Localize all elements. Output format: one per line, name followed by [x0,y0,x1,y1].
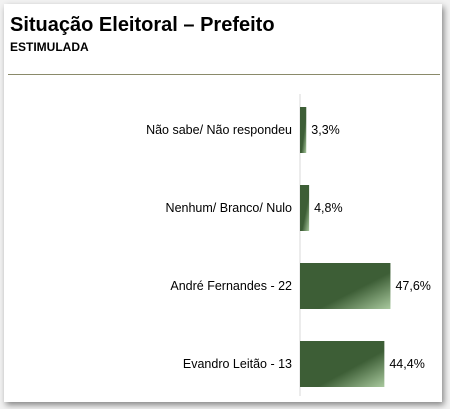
category-label-2: Nenhum/ Branco/ Nulo [166,201,293,215]
bar-1 [300,107,307,153]
category-label-1: Não sabe/ Não respondeu [146,123,292,137]
chart-card: Situação Eleitoral – Prefeito ESTIMULADA… [4,4,442,402]
bar-2 [300,185,310,231]
value-label-3: 47,6% [395,279,430,293]
category-label-3: André Fernandes - 22 [170,279,292,293]
value-label-4: 44,4% [389,357,424,371]
bar-4 [300,341,385,387]
value-label-1: 3,3% [311,123,340,137]
page-title: Situação Eleitoral – Prefeito [10,14,275,36]
bar-chart: Não sabe/ Não respondeu 3,3% Nenhum/ Branc… [146,94,431,396]
value-label-2: 4,8% [314,201,343,215]
bar-3 [300,263,391,309]
category-label-4: Evandro Leitão - 13 [183,357,292,371]
page-subtitle: ESTIMULADA [10,40,89,54]
header-divider [8,74,440,75]
bars-group: Não sabe/ Não respondeu 3,3% Nenhum/ Branc… [146,107,431,387]
